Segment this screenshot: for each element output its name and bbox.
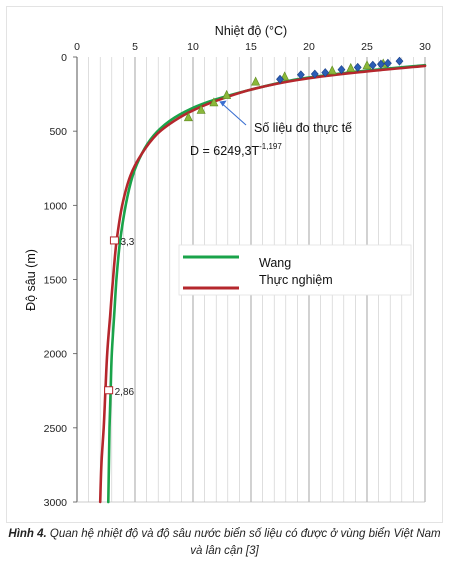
annotation-marker bbox=[104, 386, 114, 395]
observation-diamond bbox=[353, 62, 362, 72]
observation-diamond bbox=[310, 69, 319, 79]
observation-triangle bbox=[183, 112, 193, 122]
x-tick-label: 30 bbox=[419, 41, 431, 53]
legend-label: Thực nghiệm bbox=[259, 273, 333, 287]
y-tick-label: 1000 bbox=[44, 200, 68, 212]
y-tick-label: 3000 bbox=[44, 497, 68, 509]
depth-temperature-chart: 0 5 10 15 20 25 30 0 500 1000 1500 2000 2500 3000 Nhi… bbox=[24, 24, 431, 509]
observation-triangle bbox=[327, 65, 337, 75]
equation-label: D = 6249,3T-1,197 bbox=[190, 142, 282, 158]
observation-triangle bbox=[222, 89, 232, 99]
observation-triangle bbox=[346, 62, 356, 72]
observation-triangle bbox=[362, 60, 372, 70]
y-tick-label: 2500 bbox=[44, 423, 68, 435]
caption-text: Quan hệ nhiệt độ và độ sâu nước biển số … bbox=[46, 528, 441, 557]
observation-diamond bbox=[368, 60, 377, 70]
y-tick-label: 2000 bbox=[44, 349, 68, 361]
observations-arrowhead bbox=[219, 100, 227, 107]
x-tick-label: 15 bbox=[245, 41, 257, 53]
observation-diamond bbox=[377, 59, 385, 69]
observation-triangle bbox=[196, 104, 206, 114]
observation-triangle bbox=[251, 76, 261, 86]
axes: 0 5 10 15 20 25 30 0 500 1000 1500 2000 2500 3000 bbox=[44, 41, 431, 509]
equation-exponent: -1,197 bbox=[259, 142, 282, 151]
x-tick-label: 5 bbox=[132, 41, 138, 53]
x-tick-label: 25 bbox=[361, 41, 373, 53]
figure-frame: 0 5 10 15 20 25 30 0 500 1000 1500 2000 2500 3000 Nhi… bbox=[6, 6, 443, 523]
annotation-label: 2,86 bbox=[115, 387, 135, 398]
observation-diamond bbox=[383, 58, 392, 68]
observations bbox=[183, 56, 404, 122]
legend: Wang Thực nghiệm bbox=[178, 244, 412, 296]
figure-caption: Hình 4. Quan hệ nhiệt độ và độ sâu nước … bbox=[6, 526, 443, 560]
observations-label: Số liệu đo thực tế bbox=[254, 121, 352, 135]
observation-diamond bbox=[337, 65, 346, 75]
annotation-label: 3,3 bbox=[120, 237, 134, 248]
y-axis-label: Độ sâu (m) bbox=[24, 249, 38, 311]
legend-label: Wang bbox=[259, 256, 291, 270]
observation-diamond bbox=[276, 74, 284, 84]
observation-diamond bbox=[321, 68, 330, 78]
annotation-marker bbox=[109, 236, 119, 245]
caption-label: Hình 4. bbox=[8, 528, 47, 540]
observation-triangle bbox=[209, 97, 219, 107]
x-tick-label: 20 bbox=[303, 41, 315, 53]
x-axis-label: Nhiệt độ (°C) bbox=[215, 24, 287, 38]
y-tick-label: 1500 bbox=[44, 275, 68, 287]
x-tick-label: 0 bbox=[74, 41, 80, 53]
y-tick-label: 0 bbox=[61, 52, 67, 64]
x-tick-label: 10 bbox=[187, 41, 199, 53]
y-tick-label: 500 bbox=[49, 126, 67, 138]
observation-diamond bbox=[296, 70, 305, 80]
observation-diamond bbox=[395, 56, 404, 66]
observations-arrow bbox=[219, 101, 247, 126]
